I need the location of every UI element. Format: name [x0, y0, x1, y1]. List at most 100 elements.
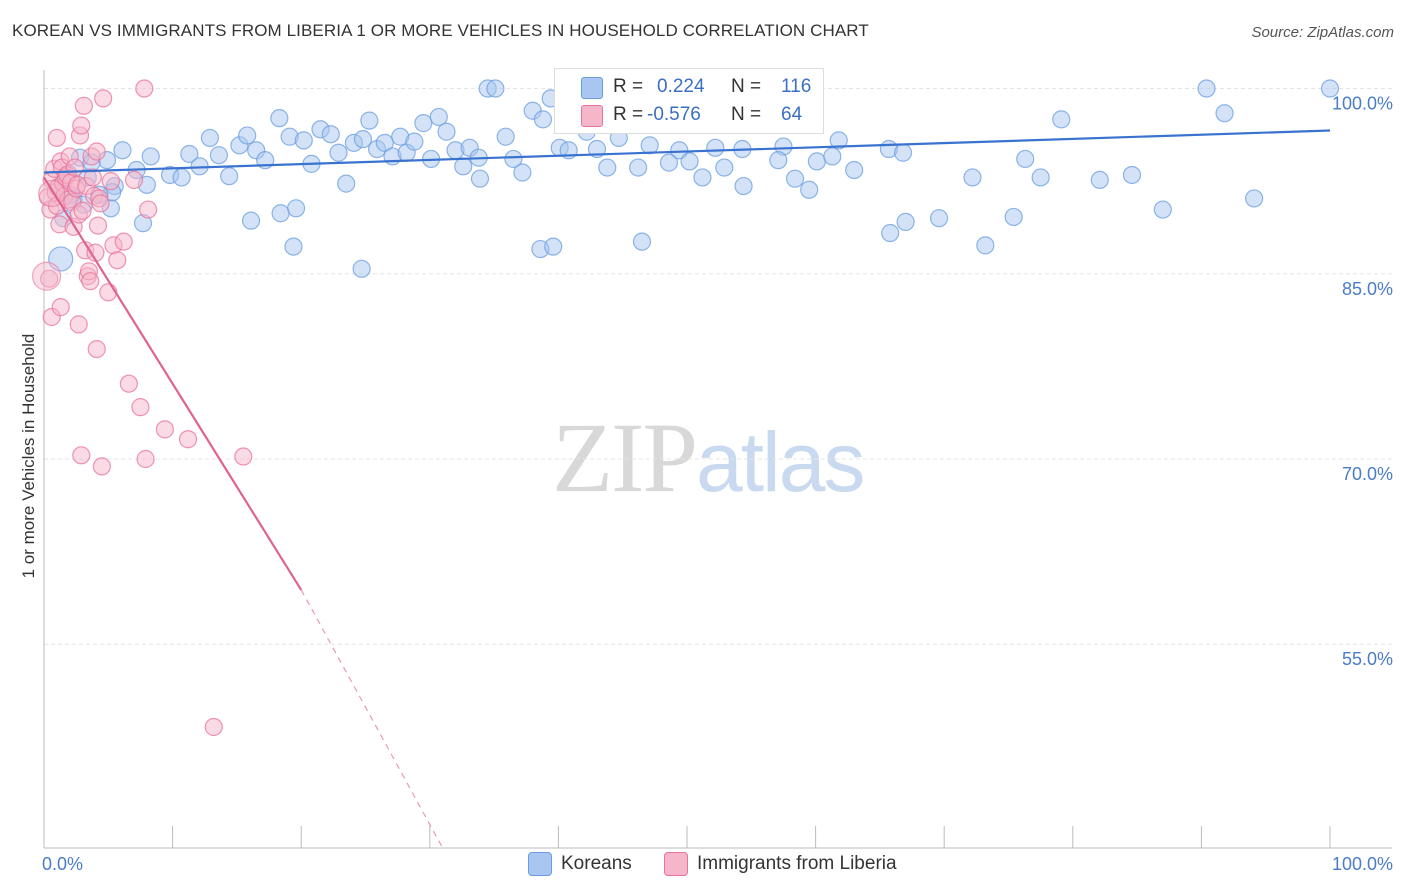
liberia-point [119, 374, 138, 393]
korean-point [271, 204, 290, 223]
korean-point [769, 151, 788, 170]
source-label: Source: ZipAtlas.com [1251, 24, 1394, 41]
bottom-legend-swatch-koreans [528, 852, 552, 876]
liberia-point [234, 447, 253, 466]
korean-point [632, 232, 652, 251]
liberia-point [73, 201, 92, 220]
korean-point [454, 157, 473, 176]
korean-point [598, 158, 617, 177]
legend-swatch-liberia [581, 105, 603, 127]
legend-n-value: 116 [781, 76, 812, 97]
korean-point [881, 223, 900, 243]
korean-point [172, 168, 191, 187]
korean-point [1052, 110, 1071, 129]
korean-point [693, 168, 712, 187]
watermark: ZIPatlas [552, 400, 865, 515]
liberia-point [136, 449, 155, 469]
korean-point [1016, 149, 1035, 169]
liberia-point [155, 420, 174, 439]
korean-point [823, 147, 842, 166]
liberia-point [101, 172, 120, 191]
korean-point [963, 168, 982, 187]
liberia-point [69, 315, 88, 334]
y-axis-title: 1 or more Vehicles in Household [19, 334, 38, 579]
korean-point [470, 169, 490, 188]
korean-point [706, 138, 725, 157]
liberia-point [47, 128, 66, 148]
korean-point [1122, 165, 1142, 185]
legend-r-label: R = [613, 76, 644, 97]
korean-point [785, 169, 805, 188]
korean-point [238, 126, 257, 145]
korean-point [845, 160, 864, 180]
korean-point [893, 143, 913, 162]
korean-point [437, 122, 456, 141]
y-tick-label: 70.0% [1342, 464, 1393, 484]
bottom-legend-label-liberia: Immigrants from Liberia [697, 853, 897, 874]
liberia-point [83, 168, 102, 187]
korean-point [533, 110, 553, 129]
liberia-point [87, 142, 106, 161]
watermark-zip: ZIP [552, 402, 698, 513]
korean-point [504, 149, 523, 169]
liberia-point [178, 430, 198, 449]
korean-point [680, 152, 699, 171]
liberia-point [91, 194, 110, 213]
bottom-legend-label-koreans: Koreans [561, 853, 632, 874]
liberia-point [81, 272, 100, 291]
korean-point [375, 133, 394, 152]
trend-line-koreans [43, 129, 1331, 174]
liberia-point [108, 251, 127, 270]
korean-point [352, 259, 371, 278]
korean-point [113, 141, 132, 160]
korean-point [800, 180, 819, 199]
korean-point [180, 144, 199, 164]
korean-point [715, 158, 734, 177]
x-tick-label: 100.0% [1332, 854, 1393, 874]
bottom-legend-liberia: Immigrants from Liberia [664, 852, 924, 878]
legend-r-value: -0.576 [647, 104, 701, 125]
liberia-point [88, 216, 108, 235]
bottom-legend-swatch-liberia [664, 852, 688, 876]
korean-point [976, 236, 995, 255]
liberia-point [65, 158, 84, 177]
korean-point [929, 209, 949, 228]
korean-point [640, 136, 659, 155]
liberia-point [72, 116, 91, 135]
trend-line-liberia [43, 176, 303, 591]
legend-n-value: 64 [781, 104, 803, 125]
korean-point [659, 153, 679, 172]
korean-point [1245, 189, 1264, 208]
bottom-legend-koreans: Koreans [528, 852, 648, 878]
liberia-point [99, 283, 118, 302]
liberia-point [131, 398, 150, 417]
korean-point [321, 125, 340, 144]
trend-lines [43, 129, 1331, 849]
korean-point [200, 128, 219, 148]
korean-point [1197, 79, 1216, 98]
liberia-point [135, 79, 154, 98]
korean-point [284, 237, 303, 256]
korean-point [220, 167, 239, 186]
correlation-legend: R = 0.224 N = 116 R = -0.576 N = 64 [554, 68, 824, 134]
liberia-point [114, 232, 133, 251]
korean-point [414, 114, 433, 133]
trend-line-liberia-extension [300, 589, 444, 849]
liberia-point [204, 717, 223, 737]
korean-point [513, 163, 532, 182]
korean-point [209, 146, 228, 165]
korean-point [141, 147, 160, 166]
liberia-point [92, 457, 111, 476]
korean-point [829, 131, 848, 150]
legend-row-koreans: R = 0.224 N = 116 [555, 73, 823, 101]
chart-title: KOREAN VS IMMIGRANTS FROM LIBERIA 1 OR M… [12, 21, 869, 40]
legend-n-label: N = [731, 104, 762, 125]
legend-row-liberia: R = -0.576 N = 64 [555, 101, 823, 129]
liberia-point [139, 200, 158, 219]
legend-n-label: N = [731, 76, 762, 97]
korean-point [807, 152, 826, 171]
y-tick-label: 55.0% [1342, 649, 1393, 669]
liberia-point [51, 298, 70, 317]
korean-point [496, 127, 515, 146]
axis-labels: 55.0% 70.0% 85.0% 100.0% 0.0% 100.0% 1 or more… [19, 94, 1393, 874]
